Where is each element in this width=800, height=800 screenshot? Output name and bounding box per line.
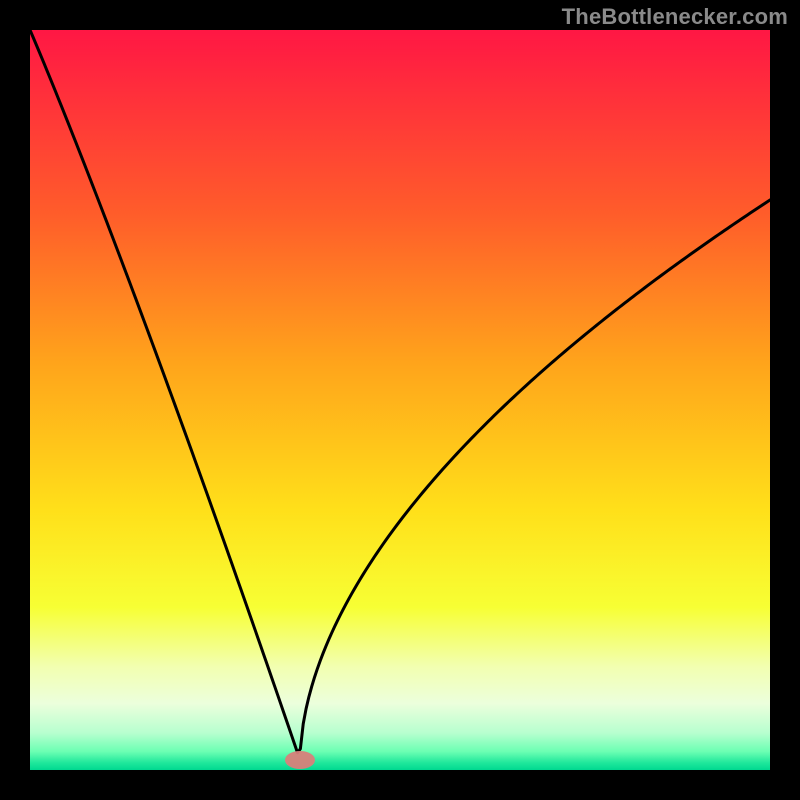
chart-frame: TheBottlenecker.com <box>0 0 800 800</box>
apex-marker <box>285 751 315 769</box>
watermark-text: TheBottlenecker.com <box>562 4 788 30</box>
bottleneck-chart <box>0 0 800 800</box>
plot-background <box>30 30 770 770</box>
